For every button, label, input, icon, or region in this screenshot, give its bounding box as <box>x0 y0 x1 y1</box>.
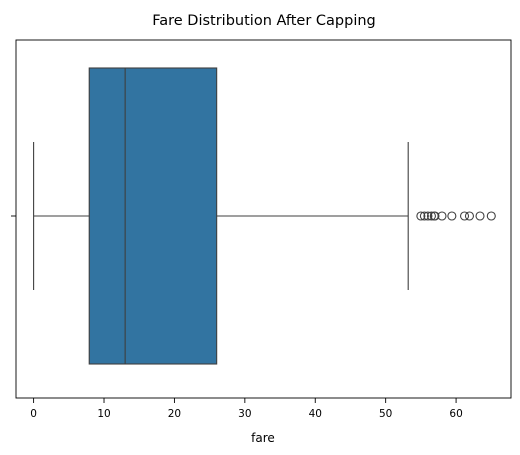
outlier-point <box>416 211 426 221</box>
chart-title: Fare Distribution After Capping <box>152 13 376 29</box>
x-tick-label: 30 <box>238 408 251 420</box>
x-tick-label: 20 <box>168 408 181 420</box>
axes-frame <box>15 39 512 399</box>
x-axis-label: fare <box>251 431 275 445</box>
x-tick-label: 0 <box>30 408 37 420</box>
x-tick-label: 40 <box>309 408 322 420</box>
x-tick-label: 10 <box>97 408 110 420</box>
outlier-point <box>426 211 436 221</box>
outlier-point <box>486 211 496 221</box>
plot-area <box>33 67 496 365</box>
x-tick-label: 50 <box>379 408 392 420</box>
outlier-point <box>437 211 447 221</box>
iqr-box <box>88 67 218 365</box>
outlier-point <box>475 211 485 221</box>
outlier-point <box>423 211 433 221</box>
outlier-point <box>419 211 429 221</box>
x-tick-label: 60 <box>449 408 462 420</box>
outlier-point <box>459 211 470 221</box>
outlier-point <box>447 211 457 221</box>
outlier-point <box>464 211 475 221</box>
x-axis: 0 10 20 30 40 50 60 <box>30 398 463 420</box>
outlier-point <box>430 211 440 221</box>
